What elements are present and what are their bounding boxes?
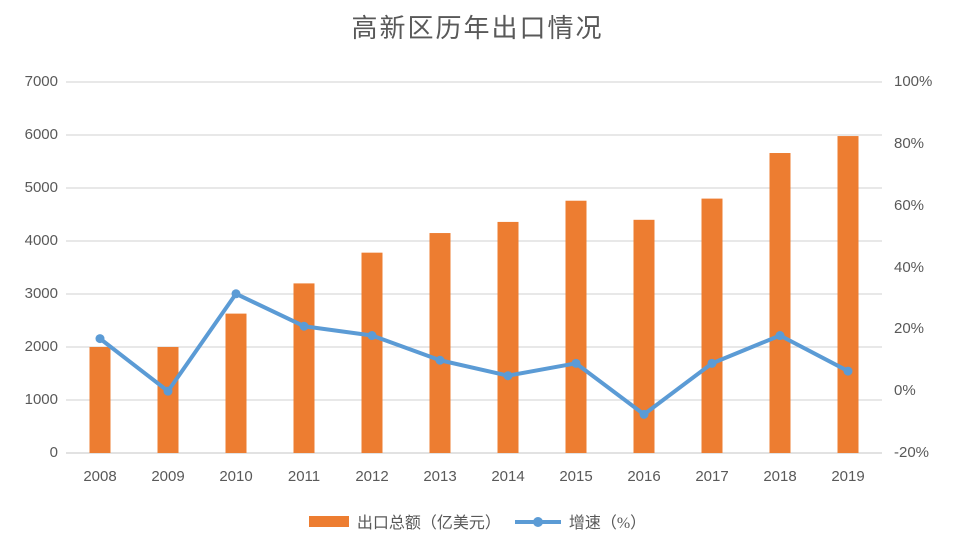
bar-2008 [89,347,111,453]
bar-2015 [565,200,587,453]
y-axis-left-tick: 4000 [24,232,58,249]
y-axis-left-tick: 5000 [24,179,58,196]
growth-line [98,291,850,417]
bar-2018 [769,153,791,453]
x-axis-tick: 2012 [355,468,389,485]
line-point-2014 [503,371,513,381]
x-axis-tick: 2017 [695,468,729,485]
legend-label-growth: 增速（%） [568,515,647,532]
legend-item-exports: 出口总额（亿美元） [308,509,501,533]
line-point-2018 [775,331,785,341]
x-axis-tick: 2008 [83,468,117,485]
bar-2019 [837,136,859,453]
line-point-2011 [299,321,309,331]
x-axis-tick: 2011 [287,468,321,485]
y-axis-left-tick: 0 [49,444,58,461]
bar-2014 [497,221,519,453]
bar-series-swatch-icon [308,515,349,527]
x-axis-tick: 2016 [627,468,661,485]
legend: 出口总额（亿美元） 增速（%） [0,505,955,537]
x-axis-tick: 2015 [559,468,593,485]
y-axis-right-tick: 0% [894,382,916,400]
line-point-2009 [163,386,173,396]
y-axis-left-tick: 3000 [24,285,58,302]
line-point-2013 [435,355,445,365]
line-point-2015 [571,358,581,368]
y-axis-right-tick: 20% [894,320,925,338]
y-axis-left-tick: 1000 [24,391,58,408]
x-axis-tick: 2009 [151,468,185,485]
x-axis-tick: 2013 [423,468,457,485]
line-point-2017 [707,358,717,368]
line-point-2010 [231,289,241,299]
y-axis-right-tick: 100% [894,73,933,90]
x-axis-tick: 2019 [831,468,865,485]
y-axis-right-tick: -20% [894,444,930,461]
x-axis-tick: 2014 [491,468,525,485]
bar-2016 [633,219,655,453]
y-axis-right-tick: 80% [894,134,925,152]
y-axis-right-tick: 60% [894,196,925,214]
line-series-swatch-icon [514,516,561,527]
y-axis-left-tick: 6000 [24,126,58,143]
bar-2013 [429,233,451,453]
line-point-2012 [367,331,377,341]
x-axis-tick: 2010 [219,468,253,485]
legend-item-growth: 增速（%） [514,509,647,533]
line-point-2008 [95,334,105,344]
y-axis-left-tick: 2000 [24,338,58,355]
legend-label-exports: 出口总额（亿美元） [356,515,501,532]
line-point-2019 [843,366,853,376]
bar-2009 [157,347,179,453]
chart-title: 高新区历年出口情况 [351,14,604,43]
bar-2011 [293,283,315,453]
x-axis-tick: 2018 [763,468,797,485]
bar-2010 [225,313,247,453]
line-point-2016 [639,409,649,419]
bar-2012 [361,252,383,453]
bar-2017 [701,198,723,453]
y-axis-right-tick: 40% [894,258,925,276]
y-axis-left-tick: 7000 [24,73,58,90]
